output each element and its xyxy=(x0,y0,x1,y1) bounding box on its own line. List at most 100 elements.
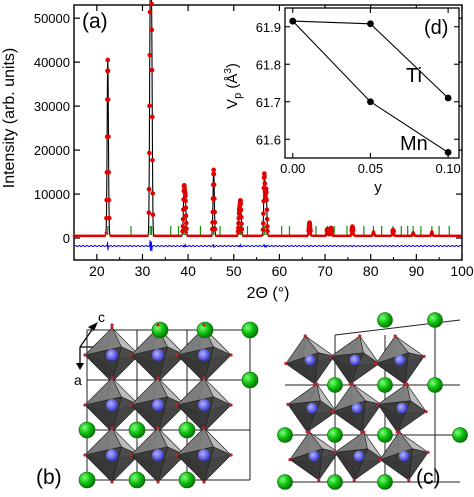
y-tick-label: 40000 xyxy=(34,55,70,70)
axis-c-arrowhead xyxy=(88,322,98,331)
observed-point xyxy=(308,228,313,234)
oxygen-atom xyxy=(110,376,114,380)
x-tick-label: 100 xyxy=(450,263,474,279)
observed-point xyxy=(184,226,189,231)
series-point-mn xyxy=(289,17,297,25)
oxygen-atom xyxy=(156,376,160,380)
a-site-atom xyxy=(452,427,468,443)
y-tick-label: 50000 xyxy=(34,11,70,26)
oxygen-atom xyxy=(175,353,179,357)
series-label-mn: Mn xyxy=(400,133,428,155)
observed-point xyxy=(211,182,217,188)
observed-point xyxy=(183,220,189,226)
observed-point xyxy=(261,233,264,237)
observed-points xyxy=(72,1,462,238)
tilted-octahedron xyxy=(331,382,383,434)
observed-point xyxy=(105,57,111,63)
observed-point xyxy=(431,234,435,237)
tilted-octahedron xyxy=(378,430,430,482)
panel-d-label: (d) xyxy=(424,17,448,39)
observed-point xyxy=(309,233,313,236)
series-point-ti xyxy=(444,94,452,102)
panel-c-label: (c) xyxy=(416,466,441,489)
b-site-atom xyxy=(152,449,164,461)
a-site-atom xyxy=(377,312,393,328)
oxygen-atom xyxy=(110,480,114,484)
oxygen-atom xyxy=(288,458,292,462)
oxygen-atom xyxy=(284,362,288,366)
axis-a-label: a xyxy=(74,372,82,388)
oxygen-atom xyxy=(422,354,426,358)
oxygen-atom xyxy=(129,453,133,457)
oxygen-atom xyxy=(286,402,290,406)
x-tick-label: 80 xyxy=(363,263,379,279)
difference-curve xyxy=(73,240,463,252)
observed-point xyxy=(149,67,155,73)
octahedron xyxy=(83,426,141,484)
observed-point xyxy=(146,234,149,238)
oxygen-atom xyxy=(303,334,307,338)
observed-point xyxy=(183,198,188,204)
series-point-mn xyxy=(444,148,452,156)
panel-a-label: (a) xyxy=(82,10,108,33)
oxygen-atom xyxy=(378,458,382,462)
octahedron xyxy=(83,376,141,434)
oxygen-atom xyxy=(229,453,233,457)
oxygen-atom xyxy=(374,362,378,366)
oxygen-atom xyxy=(358,334,362,338)
oxygen-atom xyxy=(407,478,411,482)
oxygen-atom xyxy=(175,453,179,457)
series-label-ti: Ti xyxy=(406,65,422,87)
observed-point xyxy=(106,215,112,221)
b-site-atom xyxy=(351,402,363,414)
oxygen-atom xyxy=(350,382,354,386)
observed-point xyxy=(264,216,270,222)
a-site-atom xyxy=(377,377,393,393)
b-site-atom xyxy=(353,450,365,462)
b-site-atom xyxy=(398,450,410,462)
plot-d-ylabel: Vp (Å3) xyxy=(223,63,244,109)
oxygen-atom xyxy=(362,430,366,434)
observed-point xyxy=(239,221,244,227)
oxygen-atom xyxy=(405,382,409,386)
a-site-atom xyxy=(128,471,146,489)
observed-point xyxy=(265,224,270,229)
oxygen-atom xyxy=(352,478,356,482)
observed-point xyxy=(210,234,213,238)
observed-point xyxy=(183,205,189,211)
observed-point xyxy=(261,211,266,216)
volume-inset-chart: 0.00 0.05 0.10 61.6 61.7 61.8 61.9 Ti Mn (d) Vp… xyxy=(223,7,461,196)
series-point-ti xyxy=(367,20,374,28)
a-site-atom xyxy=(277,474,293,490)
oxygen-atom xyxy=(331,410,335,414)
observed-point xyxy=(105,97,111,102)
y-tick-label: 10000 xyxy=(34,187,70,202)
oxygen-atom xyxy=(229,353,233,357)
observed-point xyxy=(147,52,153,58)
observed-point xyxy=(211,171,217,177)
tilted-octahedron xyxy=(288,430,340,482)
oxygen-atom xyxy=(229,403,233,407)
x-tick-label: 90 xyxy=(409,263,425,279)
x-tick-label: 60 xyxy=(272,263,288,279)
observed-point xyxy=(149,1,154,7)
observed-point xyxy=(238,201,244,207)
observed-point xyxy=(212,226,218,232)
a-site-atom xyxy=(327,474,343,490)
observed-point xyxy=(235,229,241,234)
axis-c-label: c xyxy=(98,309,105,325)
tilted-octahedron xyxy=(286,382,338,434)
plot-a-ylabel: Intensity (arb. units) xyxy=(1,48,18,189)
oxygen-atom xyxy=(315,382,319,386)
a-site-atom xyxy=(277,427,293,443)
observed-point xyxy=(239,214,244,220)
observed-point xyxy=(265,228,270,234)
series-point-mn xyxy=(367,98,374,106)
d-y-tick-label: 61.8 xyxy=(256,57,281,72)
tilted-octahedron xyxy=(284,334,336,386)
observed-point xyxy=(240,231,244,234)
observed-point xyxy=(238,207,244,213)
x-tick-label: 40 xyxy=(180,263,196,279)
plot-d-ticks: 0.00 0.05 0.10 61.6 61.7 61.8 61.9 xyxy=(256,8,461,176)
observed-point xyxy=(180,228,185,234)
